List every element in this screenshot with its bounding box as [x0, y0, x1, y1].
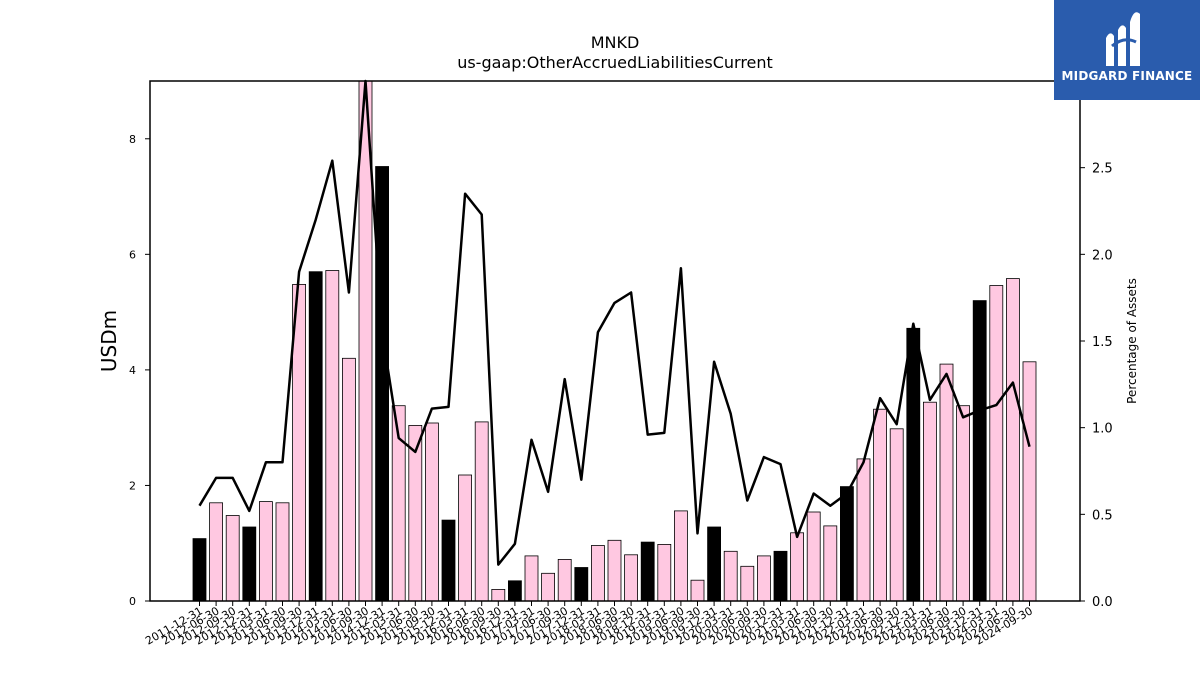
logo-mark-icon	[1106, 12, 1140, 66]
bar-2019-12-31	[707, 526, 721, 602]
bar-2022-09-30	[889, 428, 904, 602]
bar-2022-03-31	[856, 458, 871, 602]
bar-2013-12-31	[308, 271, 323, 602]
bar-2017-12-31	[574, 567, 589, 602]
bar-2014-03-31	[325, 270, 340, 602]
bar-2022-12-31	[906, 327, 921, 602]
bar-2020-06-30	[740, 565, 755, 602]
y2-tick-label: 2.0	[1092, 248, 1113, 263]
chart-title: MNKD	[591, 33, 640, 52]
bar-2017-03-31	[524, 555, 539, 602]
y-tick-label: 4	[129, 364, 136, 377]
bar-2014-06-30	[341, 357, 356, 602]
bar-2024-09-30	[1022, 361, 1037, 602]
bar-2020-03-31	[723, 550, 738, 602]
bar-2018-12-31	[640, 541, 655, 602]
line-group	[198, 79, 1031, 566]
bar-2021-09-30	[823, 525, 838, 602]
y-axis-label: USDm	[97, 310, 121, 372]
bar-2017-06-30	[541, 572, 555, 602]
bar-2024-03-31	[989, 285, 1004, 602]
bar-2017-09-30	[557, 559, 572, 602]
y2-axis-label: Percentage of Assets	[1125, 278, 1139, 404]
bar-2016-12-31	[507, 580, 522, 602]
bar-2016-06-30	[474, 421, 489, 602]
bar-2021-03-31	[790, 532, 804, 602]
bar-2011-12-31	[192, 538, 207, 602]
bar-2024-06-30	[1006, 278, 1020, 602]
bar-2018-06-30	[607, 539, 622, 602]
bar-2019-03-31	[657, 544, 672, 602]
bar-2020-12-31	[773, 550, 788, 602]
bar-2019-06-30	[674, 510, 688, 602]
bar-2023-06-30	[939, 363, 954, 602]
y-tick-label: 8	[129, 133, 136, 146]
bar-2013-03-31	[258, 501, 273, 602]
y-tick-label: 6	[129, 248, 136, 261]
bar-2019-09-30	[690, 579, 705, 602]
bar-2012-06-30	[209, 502, 224, 602]
bar-2013-06-30	[275, 502, 290, 602]
y2-tick-label: 2.5	[1092, 162, 1113, 177]
bar-2023-09-30	[956, 405, 970, 602]
bar-2021-12-31	[840, 486, 854, 602]
bar-2015-12-31	[441, 519, 456, 602]
bar-2020-09-30	[757, 555, 771, 602]
bars-group	[192, 80, 1037, 602]
bar-2012-12-31	[242, 526, 257, 602]
bar-2023-03-31	[923, 401, 937, 602]
y-tick-label: 2	[129, 479, 136, 492]
bar-2022-06-30	[873, 408, 887, 602]
y2-tick-label: 0.5	[1092, 508, 1113, 523]
y2-tick-label: 1.5	[1092, 335, 1113, 350]
bar-2023-12-31	[972, 300, 987, 602]
bar-2015-09-30	[424, 422, 439, 602]
bar-2018-03-31	[591, 545, 605, 602]
chart-subtitle: us-gaap:OtherAccruedLiabilitiesCurrent	[457, 53, 773, 72]
pct-assets-line	[198, 79, 1031, 566]
bar-2016-09-30	[491, 589, 506, 602]
bar-2012-09-30	[225, 515, 240, 602]
logo: MIDGARD FINANCE	[1054, 0, 1200, 100]
logo-text: MIDGARD FINANCE	[1061, 69, 1193, 83]
bar-2014-12-31	[375, 166, 390, 602]
y2-tick-label: 0.0	[1092, 595, 1113, 610]
bar-2018-09-30	[624, 554, 638, 602]
y2-tick-label: 1.0	[1092, 422, 1113, 437]
bar-2021-06-30	[806, 511, 821, 602]
bar-2016-03-31	[458, 474, 473, 602]
y-tick-label: 0	[129, 595, 136, 608]
